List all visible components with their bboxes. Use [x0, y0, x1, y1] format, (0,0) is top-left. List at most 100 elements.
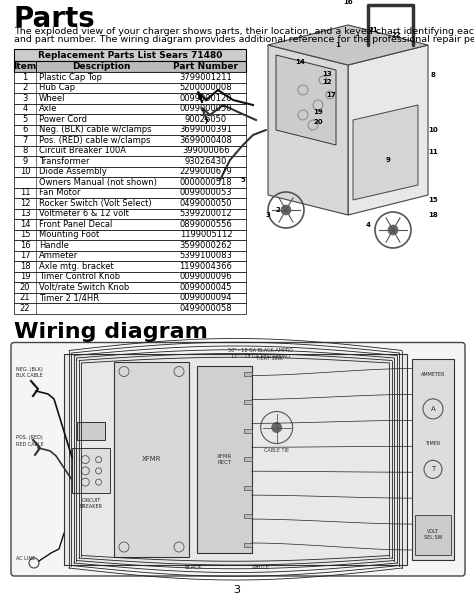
- Polygon shape: [268, 45, 348, 215]
- Text: T: T: [431, 466, 435, 472]
- Bar: [14, 208, 246, 219]
- Text: POS. (RED)
RED CABLE: POS. (RED) RED CABLE: [16, 435, 44, 446]
- Text: 22: 22: [391, 32, 401, 38]
- Text: Replacement Parts List Sears 71480: Replacement Parts List Sears 71480: [38, 50, 222, 60]
- Bar: [14, 61, 246, 72]
- Text: 9: 9: [22, 157, 27, 166]
- Text: 22: 22: [20, 304, 30, 313]
- Text: The exploded view of your charger shows parts, their location, and a keyed chart: The exploded view of your charger shows …: [14, 27, 474, 36]
- Bar: [14, 198, 246, 208]
- Text: 0099000096: 0099000096: [180, 272, 232, 281]
- Text: 15: 15: [20, 230, 30, 239]
- Text: BLACK: BLACK: [184, 565, 202, 570]
- Text: 11: 11: [20, 188, 30, 197]
- Bar: [244, 429, 252, 433]
- Bar: [244, 486, 252, 490]
- Text: 15: 15: [428, 197, 438, 203]
- Text: 10: 10: [20, 167, 30, 177]
- Text: XFMR
RECT: XFMR RECT: [217, 454, 232, 465]
- Text: 13: 13: [20, 209, 30, 218]
- Text: 3699000391: 3699000391: [180, 125, 232, 134]
- Text: Axle: Axle: [39, 105, 57, 113]
- Text: 10: 10: [428, 127, 438, 133]
- Text: 17: 17: [326, 92, 336, 98]
- Text: Neg. (BLK) cable w/clamps: Neg. (BLK) cable w/clamps: [39, 125, 152, 134]
- Text: 3699000408: 3699000408: [180, 136, 232, 145]
- Text: TIMER: TIMER: [425, 441, 441, 446]
- Text: 50" - 18 GA BLACK AMPRO: 50" - 18 GA BLACK AMPRO: [228, 347, 293, 352]
- Text: Handle: Handle: [39, 240, 69, 250]
- Bar: [14, 167, 246, 177]
- Text: XFMR: XFMR: [142, 456, 161, 462]
- Text: 12: 12: [20, 199, 30, 208]
- Text: 21: 21: [20, 293, 30, 302]
- Text: AC LINE: AC LINE: [16, 557, 35, 561]
- Text: Mounting Foot: Mounting Foot: [39, 230, 99, 239]
- Text: Power Cord: Power Cord: [39, 115, 87, 124]
- Text: 1: 1: [22, 73, 27, 82]
- Text: 0899000556: 0899000556: [180, 220, 232, 229]
- Bar: [14, 72, 246, 82]
- Bar: [14, 271, 246, 282]
- Text: 5200000008: 5200000008: [180, 83, 232, 92]
- Text: 1: 1: [336, 42, 340, 48]
- Bar: [412, 359, 454, 560]
- Bar: [14, 124, 246, 135]
- Text: Wheel: Wheel: [39, 93, 65, 103]
- Text: 5: 5: [241, 177, 246, 183]
- Text: 14: 14: [295, 59, 305, 65]
- Bar: [244, 514, 252, 518]
- Bar: [14, 82, 246, 93]
- Bar: [14, 114, 246, 124]
- Text: 3: 3: [234, 585, 240, 595]
- Text: 16: 16: [20, 240, 30, 250]
- Bar: [14, 135, 246, 146]
- Text: Description: Description: [72, 62, 130, 71]
- Text: Rocker Switch (Volt Select): Rocker Switch (Volt Select): [39, 199, 152, 208]
- Text: 7: 7: [203, 119, 209, 125]
- Text: 0099000120: 0099000120: [180, 93, 232, 103]
- Bar: [197, 365, 252, 553]
- Text: Timer Control Knob: Timer Control Knob: [39, 272, 120, 281]
- Bar: [244, 400, 252, 404]
- Text: 21: 21: [368, 27, 378, 33]
- Text: Parts: Parts: [14, 5, 96, 33]
- Bar: [14, 219, 246, 229]
- Text: 0099000053: 0099000053: [180, 188, 232, 197]
- Text: VOLT
SEL SW: VOLT SEL SW: [424, 530, 442, 540]
- Text: 1199005112: 1199005112: [180, 230, 232, 239]
- Text: 0099000045: 0099000045: [180, 283, 232, 292]
- Bar: [14, 49, 246, 61]
- Text: 6: 6: [22, 125, 27, 134]
- Text: 0499000050: 0499000050: [180, 199, 232, 208]
- Text: HEAT SINK: HEAT SINK: [257, 357, 283, 362]
- Text: 5: 5: [22, 115, 27, 124]
- Text: 20: 20: [20, 283, 30, 292]
- Bar: [244, 371, 252, 376]
- Text: 3599000262: 3599000262: [180, 240, 232, 250]
- Text: Volt/rate Switch Knob: Volt/rate Switch Knob: [39, 283, 129, 292]
- Text: 18: 18: [20, 262, 30, 271]
- Text: AMMETER: AMMETER: [421, 371, 445, 376]
- Bar: [14, 229, 246, 240]
- Bar: [415, 515, 451, 555]
- Text: 1199004366: 1199004366: [180, 262, 232, 271]
- Text: 6: 6: [198, 95, 202, 101]
- Bar: [64, 354, 407, 565]
- Polygon shape: [268, 25, 428, 65]
- Bar: [14, 146, 246, 156]
- Circle shape: [388, 225, 398, 235]
- Text: 5399200012: 5399200012: [180, 209, 232, 218]
- Text: NEG. (BLK)
BLK CABLE: NEG. (BLK) BLK CABLE: [16, 367, 43, 378]
- Text: Wiring diagram: Wiring diagram: [14, 322, 208, 341]
- Text: Axle mtg. bracket: Axle mtg. bracket: [39, 262, 114, 271]
- Text: 3: 3: [22, 93, 27, 103]
- Text: Diode Assembly: Diode Assembly: [39, 167, 107, 177]
- Bar: [14, 282, 246, 293]
- Bar: [14, 188, 246, 198]
- Text: Transformer: Transformer: [39, 157, 90, 166]
- Text: 0099000094: 0099000094: [180, 293, 232, 302]
- Text: 90026050: 90026050: [185, 115, 227, 124]
- Text: 14: 14: [20, 220, 30, 229]
- Text: 3799001211: 3799001211: [180, 73, 232, 82]
